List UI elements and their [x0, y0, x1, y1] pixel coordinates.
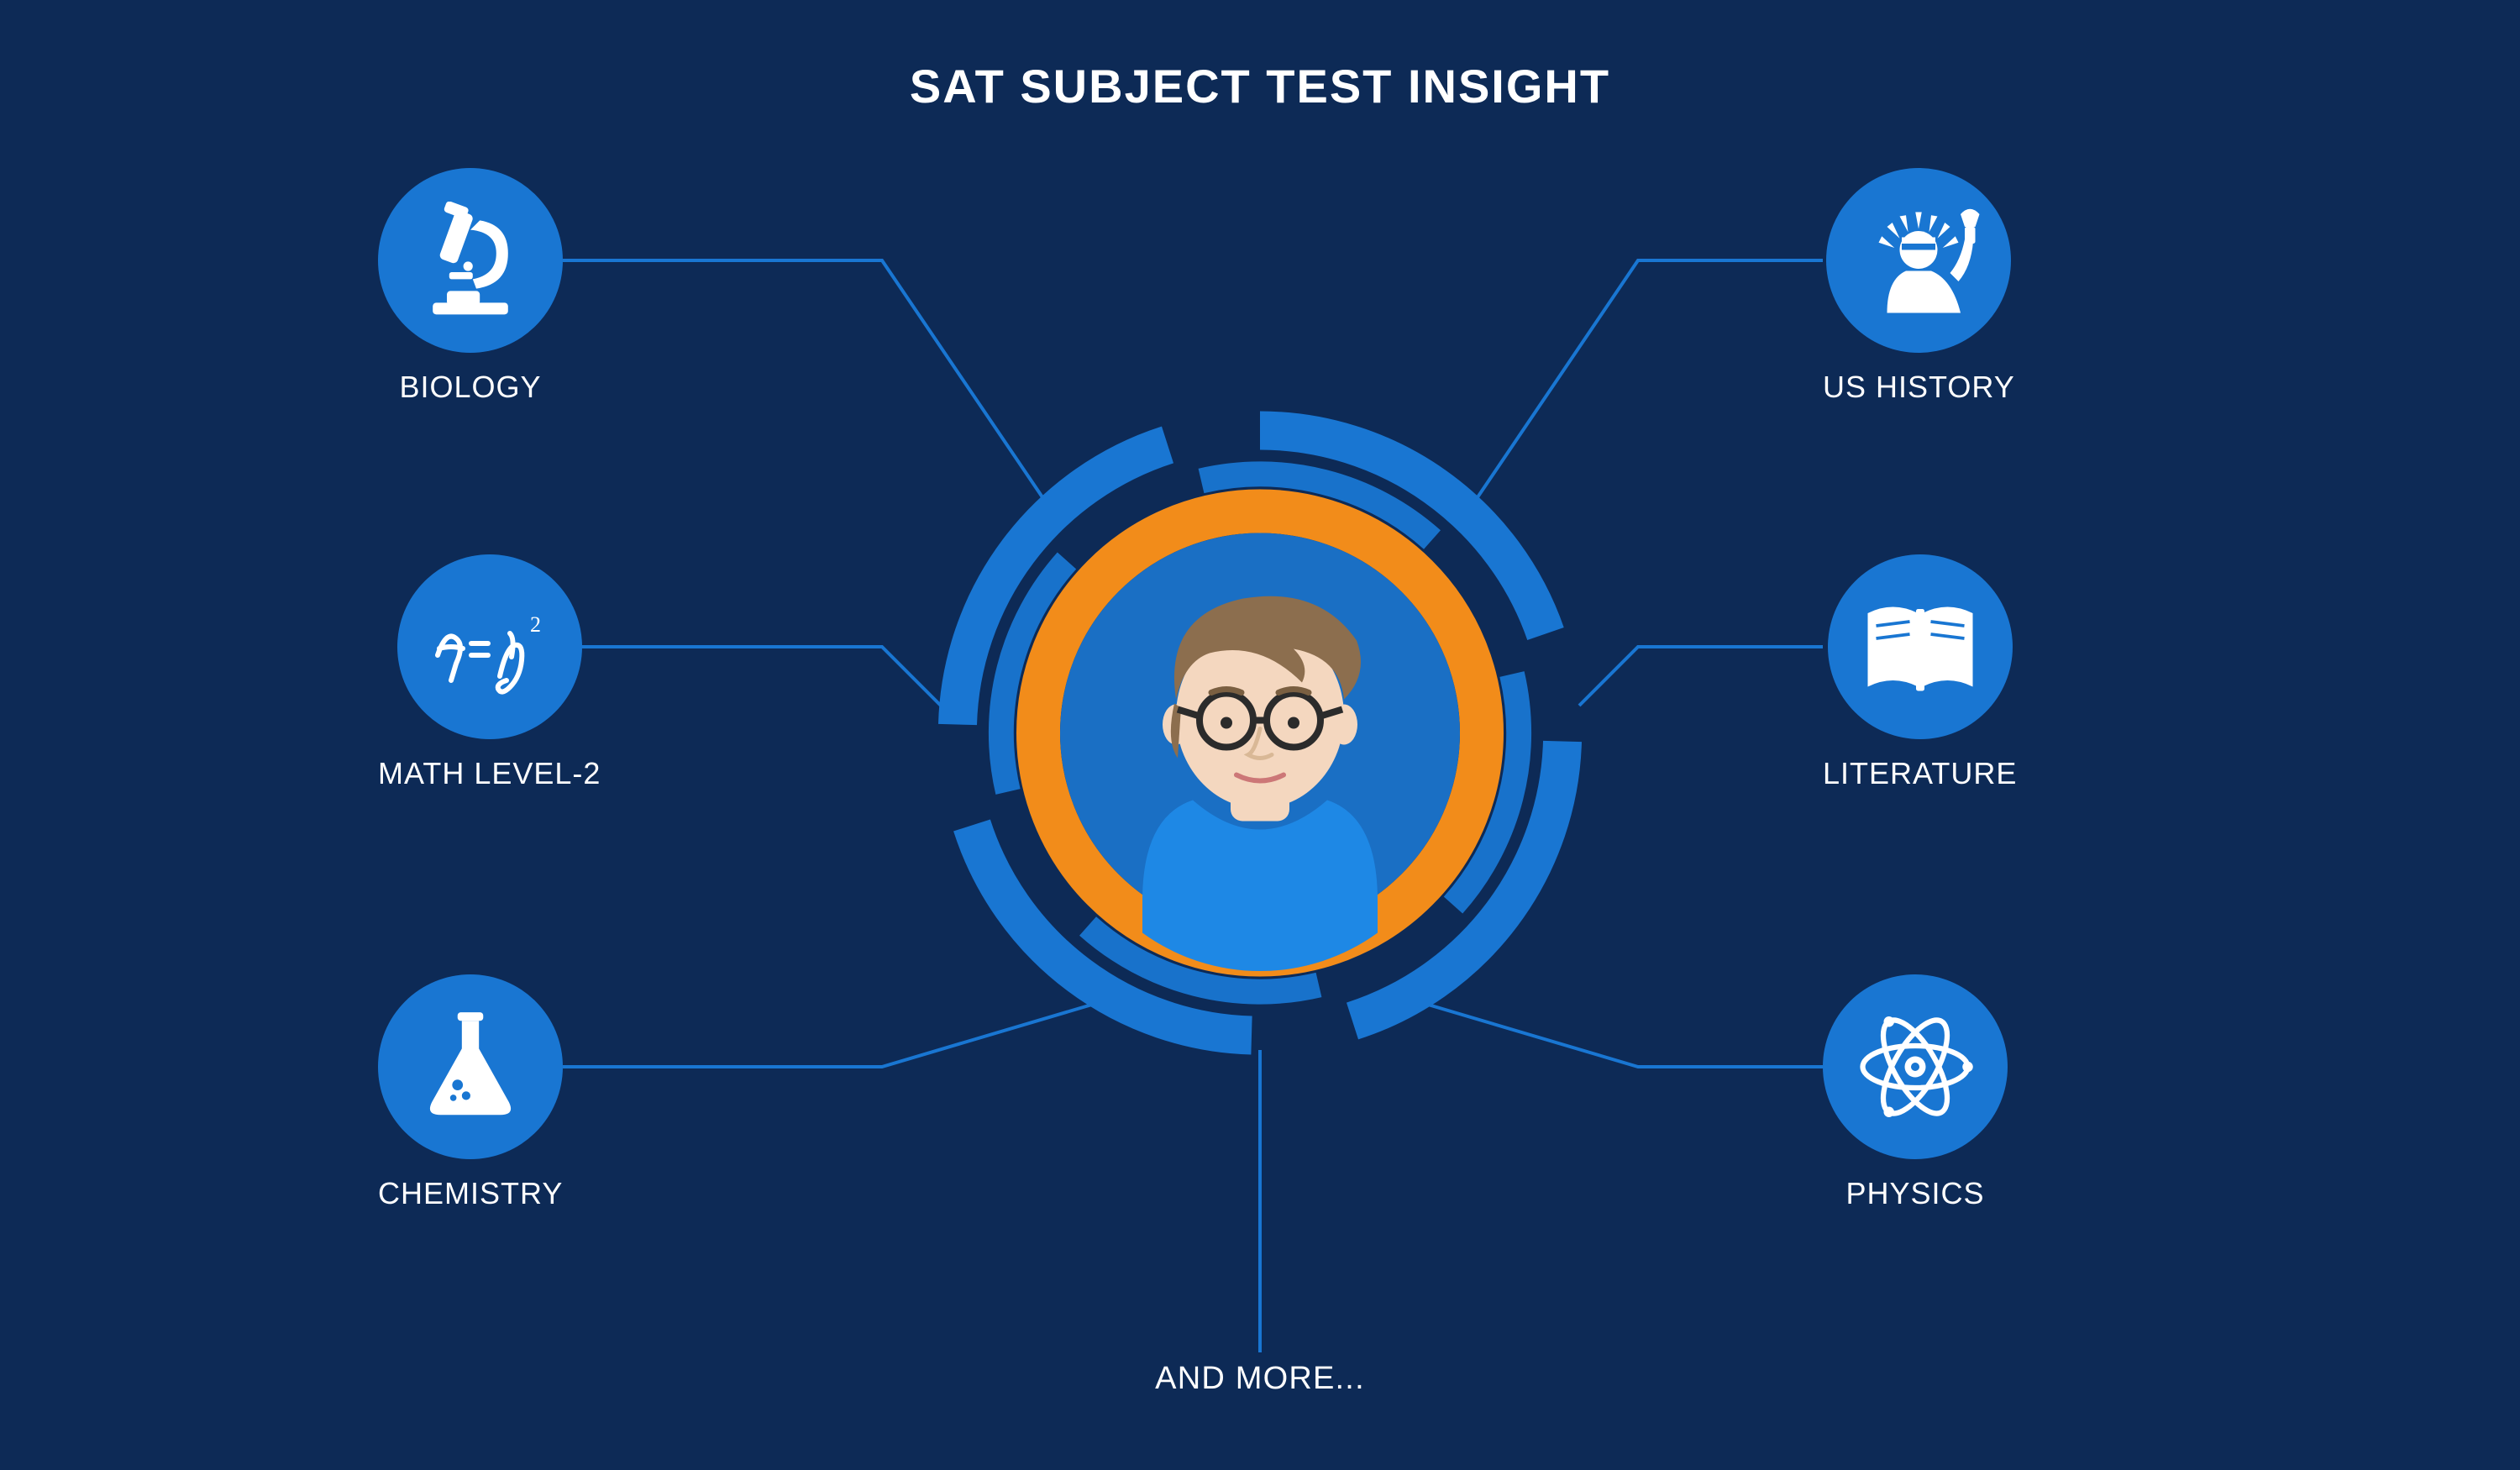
microscope-icon — [412, 202, 529, 319]
math-circle: 2 — [397, 554, 582, 739]
biology-circle — [378, 168, 563, 353]
subject-physics: PHYSICS — [1823, 974, 2008, 1211]
liberty-icon — [1856, 197, 1982, 323]
book-icon — [1857, 592, 1983, 701]
page-title: SAT SUBJECT TEST INSIGHT — [910, 59, 1610, 113]
ushistory-label: US HISTORY — [1823, 370, 2015, 405]
chemistry-circle — [378, 974, 563, 1159]
center-hub — [924, 397, 1596, 1074]
svg-text:2: 2 — [530, 612, 541, 637]
physics-circle — [1823, 974, 2008, 1159]
chemistry-label: CHEMISTRY — [378, 1176, 563, 1211]
connector-math — [563, 647, 941, 706]
physics-label: PHYSICS — [1823, 1176, 2008, 1211]
subject-math: 2 MATH LEVEL-2 — [378, 554, 601, 791]
literature-label: LITERATURE — [1823, 756, 2017, 791]
hub-rings — [924, 397, 1596, 1069]
flask-icon — [416, 1008, 525, 1126]
subject-chemistry: CHEMISTRY — [378, 974, 563, 1211]
equation-icon: 2 — [423, 596, 557, 697]
footer-label: AND MORE... — [1155, 1361, 1365, 1397]
subject-literature: LITERATURE — [1823, 554, 2017, 791]
biology-label: BIOLOGY — [378, 370, 563, 405]
subject-biology: BIOLOGY — [378, 168, 563, 405]
connector-literature — [1579, 647, 1823, 706]
ushistory-circle — [1826, 168, 2011, 353]
math-label: MATH LEVEL-2 — [378, 756, 601, 791]
subject-ushistory: US HISTORY — [1823, 168, 2015, 405]
literature-circle — [1828, 554, 2013, 739]
atom-icon — [1852, 1004, 1978, 1130]
